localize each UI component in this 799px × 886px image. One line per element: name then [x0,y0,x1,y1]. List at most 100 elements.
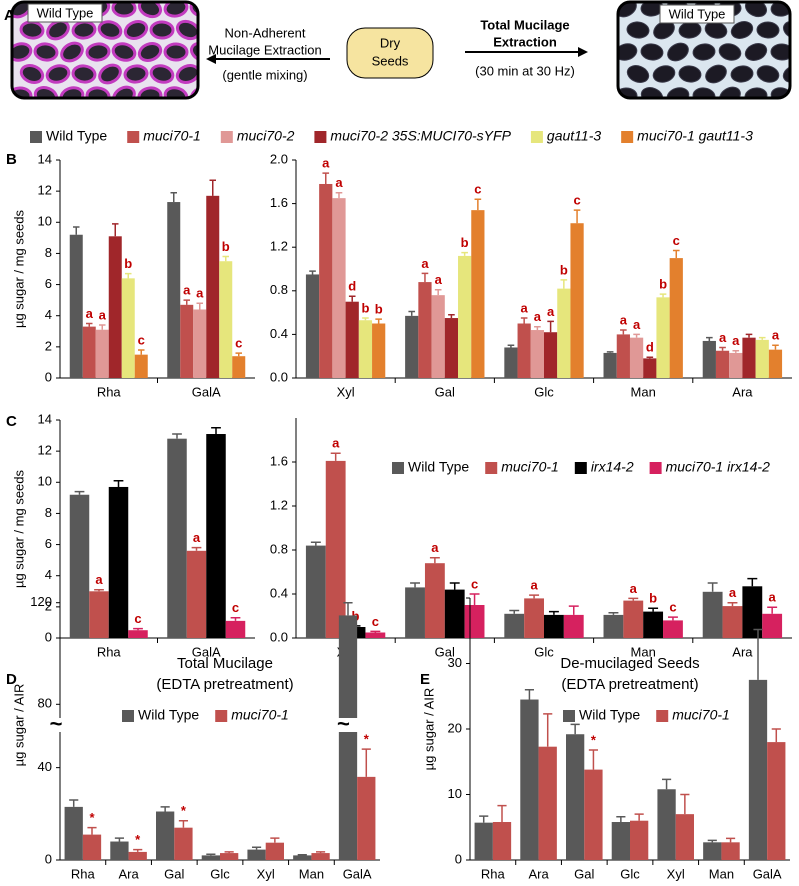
legend-label: muci70-1 gaut11-3 [637,128,753,144]
error-bar [608,611,619,615]
y-tick-label: 0.0 [270,369,288,384]
error-bar [74,490,85,495]
label-box [659,4,735,24]
bar [305,274,320,378]
error-bar [112,223,119,237]
bar [544,614,564,638]
bar [225,620,246,638]
error-bar [183,299,190,305]
axis-break-mark: ~ [50,711,63,736]
image-frame [10,0,200,100]
error-bar [616,816,626,823]
significance-label: * [135,832,141,847]
y-tick-label: 4 [45,567,52,582]
legend-swatch [574,462,587,474]
legend-swatch [30,131,42,143]
seed [85,42,111,62]
error-bar [767,606,778,614]
y-tick-label: 8 [45,245,52,260]
y-tick-label: 0.4 [270,326,288,341]
arrow-note: (30 min at 30 Hz) [475,63,575,78]
error-bar [469,593,480,605]
error-bar [133,848,143,852]
error-bar [548,610,559,615]
significance-label: c [134,611,141,626]
bar [325,460,346,638]
error-bar [753,628,763,680]
error-bar [662,778,672,790]
error-bar [620,329,627,335]
bar [748,679,768,860]
bar [657,789,676,860]
bar [167,202,181,378]
y-tick-label: 30 [448,655,462,670]
arrow-note: (gentle mixing) [222,67,307,82]
significance-label: a [193,530,201,545]
y-tick-label: 6 [45,536,52,551]
seed [163,42,189,62]
chart-title: (EDTA pretreatment) [561,676,698,693]
seed [730,21,754,39]
error-bar [322,172,330,184]
arrow-text: Mucilage Extraction [208,42,321,57]
bar [405,587,425,638]
error-bar [230,617,241,621]
y-tick-label: 12 [38,183,52,198]
bar [669,258,683,378]
bar [715,350,730,378]
significance-label: a [95,572,103,587]
seed [71,20,97,40]
axis-break-mark: ~ [337,711,350,736]
bar [492,822,512,860]
y-tick-label: 12 [38,443,52,458]
x-tick-label: Xyl [257,866,275,881]
error-bar [209,179,216,196]
seed [149,64,175,84]
legend-swatch [621,131,634,143]
seed [730,65,754,83]
error-bar [343,601,353,616]
seed [137,42,163,62]
significance-label: c [573,193,580,208]
significance-label: c [138,332,145,347]
legend-label: muci70-1 irx14-2 [666,459,770,475]
error-bar [348,295,356,302]
error-bar [178,819,188,828]
bar [444,318,459,378]
bar [108,236,122,378]
arrow-text: Total Mucilage [480,17,569,32]
error-bar [309,270,316,275]
significance-label: a [431,540,439,555]
bar [405,315,419,378]
bar [358,320,373,378]
error-bar [659,293,667,298]
error-bar [160,806,170,812]
bar [319,183,333,378]
image-frame [616,0,792,100]
significance-label: c [471,576,478,591]
bar [557,288,571,378]
seed [33,86,59,98]
seed [123,20,149,40]
bar [293,855,312,860]
error-bar [524,688,534,700]
error-bar [206,853,216,856]
bar [64,806,83,860]
seed [705,64,727,84]
x-tick-label: Glc [534,644,554,659]
bar [603,352,617,378]
bar [444,589,465,638]
bar [544,332,558,378]
significance-label: a [630,581,638,596]
y-tick-label: 14 [38,411,52,426]
x-tick-label: Ara [528,866,549,881]
significance-label: b [649,591,657,606]
seed [45,64,71,84]
significance-label: a [729,585,737,600]
legend-swatch [314,131,327,143]
bar [474,822,493,860]
y-tick-label: 14 [38,151,52,166]
bar [729,352,743,378]
error-bar [606,351,614,353]
